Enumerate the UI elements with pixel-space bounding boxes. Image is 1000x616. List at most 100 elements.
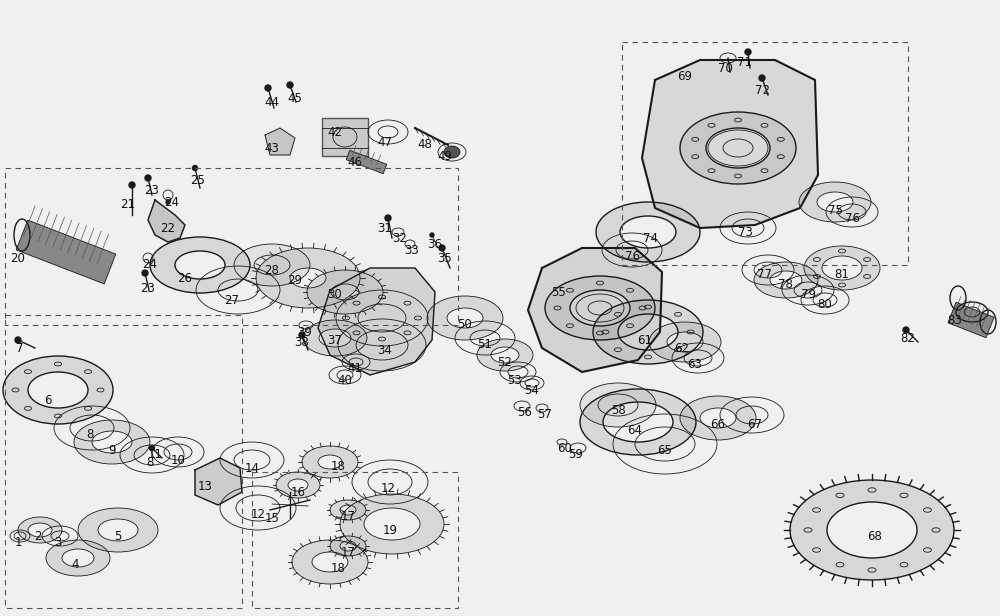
Text: 16: 16	[290, 487, 306, 500]
Text: 60: 60	[558, 442, 572, 455]
Text: 18: 18	[331, 562, 345, 575]
Text: 19: 19	[382, 524, 398, 537]
Text: 52: 52	[498, 355, 512, 368]
Text: 32: 32	[393, 232, 407, 245]
Text: 67: 67	[748, 418, 763, 431]
Text: 28: 28	[265, 264, 279, 277]
Text: 79: 79	[800, 288, 816, 301]
Text: 37: 37	[328, 333, 342, 346]
Text: 44: 44	[264, 95, 280, 108]
Text: 10: 10	[171, 453, 185, 466]
Circle shape	[145, 175, 151, 181]
Circle shape	[142, 270, 148, 276]
Text: 42: 42	[328, 126, 342, 139]
Text: 62: 62	[674, 341, 690, 354]
Text: 63: 63	[688, 359, 702, 371]
Circle shape	[166, 200, 170, 204]
Text: 50: 50	[458, 318, 472, 331]
Bar	[16, 220, 116, 284]
Text: 64: 64	[628, 424, 642, 437]
Polygon shape	[799, 182, 871, 222]
Text: 34: 34	[378, 344, 392, 357]
Text: 51: 51	[478, 339, 492, 352]
Bar	[948, 302, 994, 338]
Text: 18: 18	[331, 461, 345, 474]
Text: 35: 35	[438, 251, 452, 264]
Circle shape	[903, 327, 909, 333]
Ellipse shape	[234, 244, 310, 286]
Text: 3: 3	[54, 535, 62, 548]
Polygon shape	[265, 128, 295, 155]
Text: 17: 17	[340, 546, 356, 559]
Text: 17: 17	[340, 511, 356, 524]
Polygon shape	[292, 540, 368, 584]
Text: 31: 31	[378, 222, 392, 235]
Circle shape	[287, 82, 293, 88]
Polygon shape	[318, 268, 435, 375]
Text: 39: 39	[298, 325, 312, 339]
Text: 74: 74	[642, 232, 658, 245]
Circle shape	[745, 49, 751, 55]
Polygon shape	[477, 339, 533, 371]
Text: 70: 70	[718, 62, 732, 75]
Text: 71: 71	[738, 57, 753, 70]
Polygon shape	[680, 112, 796, 184]
Text: 8: 8	[146, 455, 154, 469]
Text: 68: 68	[868, 530, 882, 543]
Circle shape	[385, 215, 391, 221]
Text: 2: 2	[34, 530, 42, 543]
Polygon shape	[427, 296, 503, 340]
Text: 26: 26	[178, 272, 192, 285]
Circle shape	[150, 445, 154, 450]
Text: 1: 1	[14, 535, 22, 548]
Text: 24: 24	[143, 257, 158, 270]
Polygon shape	[303, 320, 367, 356]
Circle shape	[759, 75, 765, 81]
Text: 45: 45	[288, 92, 302, 105]
Polygon shape	[545, 276, 655, 340]
Polygon shape	[3, 356, 113, 424]
Text: 53: 53	[508, 373, 522, 386]
Text: 69: 69	[678, 70, 692, 84]
Circle shape	[439, 245, 445, 251]
Polygon shape	[307, 270, 383, 314]
Text: 80: 80	[818, 299, 832, 312]
Polygon shape	[680, 396, 756, 440]
Text: 8: 8	[86, 429, 94, 442]
Text: 54: 54	[525, 384, 539, 397]
Text: 81: 81	[835, 267, 849, 280]
Text: 46: 46	[348, 155, 362, 169]
Text: 77: 77	[758, 269, 772, 282]
Text: 14: 14	[244, 461, 260, 474]
Text: 57: 57	[538, 408, 552, 421]
Text: 55: 55	[551, 286, 565, 299]
Text: 82: 82	[901, 331, 915, 344]
Text: 15: 15	[265, 511, 279, 524]
Text: 58: 58	[611, 405, 625, 418]
Text: 72: 72	[755, 84, 770, 97]
Polygon shape	[593, 300, 703, 364]
Text: 41: 41	[348, 362, 362, 375]
Polygon shape	[649, 322, 721, 362]
Text: 47: 47	[378, 136, 392, 148]
Text: 43: 43	[265, 142, 279, 155]
Polygon shape	[276, 472, 320, 498]
Text: 20: 20	[11, 251, 25, 264]
Text: 25: 25	[191, 174, 205, 187]
Text: 5: 5	[114, 530, 122, 543]
Text: 61: 61	[638, 333, 652, 346]
Polygon shape	[150, 237, 250, 293]
Text: 73: 73	[738, 225, 752, 238]
Polygon shape	[302, 446, 358, 478]
Polygon shape	[580, 389, 696, 455]
Text: 24: 24	[164, 195, 180, 208]
Text: 36: 36	[428, 238, 442, 251]
FancyBboxPatch shape	[322, 118, 368, 156]
Bar	[346, 150, 387, 174]
Text: 75: 75	[828, 203, 842, 216]
Polygon shape	[330, 500, 366, 520]
Polygon shape	[74, 420, 150, 464]
Text: 23: 23	[141, 282, 155, 294]
Circle shape	[265, 85, 271, 91]
Text: 29: 29	[288, 274, 302, 286]
